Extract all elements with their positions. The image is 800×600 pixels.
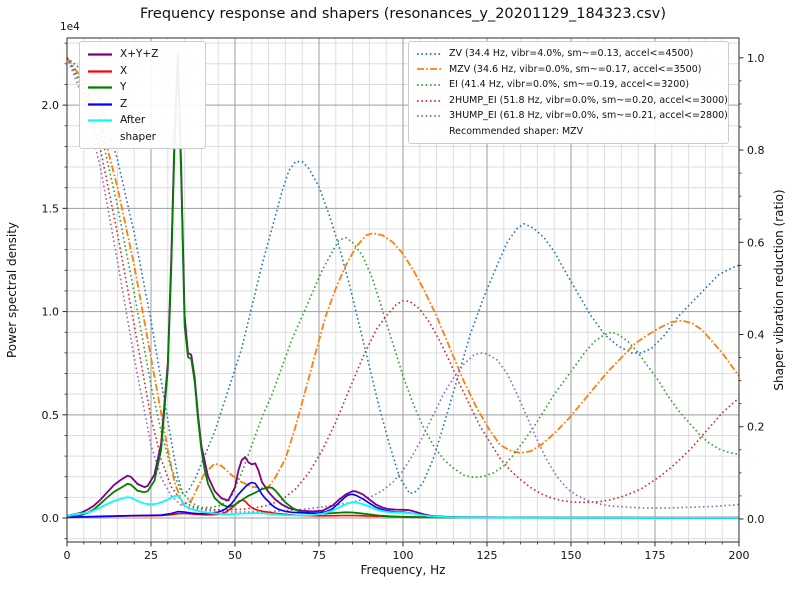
tick-label: 2.0 — [42, 99, 60, 112]
legend-item-label: Z — [120, 97, 128, 110]
legend-item-label: 2HUMP_EI (51.8 Hz, vibr=0.0%, sm~=0.20, … — [449, 94, 728, 106]
legend-swatch-2hump_ei — [417, 99, 442, 102]
curve-shaper-3hump-ei — [66, 57, 740, 513]
curve-shaper-ei — [66, 57, 740, 509]
curve-psd-y — [66, 56, 739, 519]
tick-label: 75 — [312, 549, 326, 562]
legend-item: Z — [86, 96, 198, 113]
tick-label: 1.0 — [42, 306, 60, 319]
legend-item: X — [86, 63, 198, 80]
tick-label: 0.5 — [42, 409, 60, 422]
legend-item: 2HUMP_EI (51.8 Hz, vibr=0.0%, sm~=0.20, … — [415, 93, 728, 109]
tick-label: 0.0 — [747, 513, 765, 526]
curve-shaper-zv — [66, 57, 740, 495]
curve-psd-xyz — [66, 52, 739, 519]
legend-item-label: EI (41.4 Hz, vibr=0.0%, sm~=0.19, accel<… — [449, 79, 690, 91]
y-right-axis-label: Shaper vibration reduction (ratio) — [772, 189, 786, 390]
shaper-curves — [66, 57, 740, 513]
legend-swatch-mzv — [417, 68, 442, 71]
x-axis-label: Frequency, Hz — [360, 563, 446, 577]
chart-title: Frequency response and shapers (resonanc… — [140, 6, 666, 22]
tick-label: 150 — [561, 549, 582, 562]
y-left-axis-label: Power spectral density — [5, 222, 19, 358]
legend-swatch-after — [88, 119, 112, 122]
tick-label: 25 — [144, 549, 158, 562]
legend-recommended-shaper: Recommended shaper: MZV — [449, 125, 584, 137]
tick-label: 100 — [393, 549, 414, 562]
legend-swatch-ei — [417, 84, 442, 86]
tick-label: 125 — [477, 549, 498, 562]
tick-label: 0.0 — [42, 512, 60, 525]
legend-swatch-y — [88, 86, 112, 89]
curve-shaper-mzv — [66, 57, 740, 506]
legend-swatch-3hump_ei — [417, 115, 442, 118]
y-left-offset-label: 1e4 — [60, 21, 80, 33]
legend-item-label: After shaper — [120, 114, 157, 143]
tick-label: 0.8 — [747, 144, 765, 157]
legend-item-label: MZV (34.6 Hz, vibr=0.0%, sm~=0.17, accel… — [449, 63, 702, 75]
legend-item-label: X+Y+Z — [120, 48, 159, 60]
tick-label: 1.5 — [42, 202, 60, 215]
tick-label: 175 — [645, 549, 666, 562]
tick-label: 1.0 — [747, 52, 765, 65]
legend-item: After shaper — [86, 112, 198, 145]
tick-label: 0.6 — [747, 236, 765, 249]
legend-item-label: Y — [120, 81, 127, 93]
legend-psd: X+Y+Z X Y Z After shaper — [79, 41, 206, 149]
curve-shaper-2hump-ei — [66, 57, 740, 511]
legend-swatch-x — [88, 69, 112, 73]
psd-curves — [66, 52, 739, 519]
legend-swatch-x+y+z — [88, 53, 112, 56]
legend-shapers: ZV (34.4 Hz, vibr=4.0%, sm~=0.13, accel<… — [408, 41, 729, 144]
legend-item-label: ZV (34.4 Hz, vibr=4.0%, sm~=0.13, accel<… — [449, 48, 694, 59]
tick-label: 0.2 — [747, 421, 765, 434]
legend-item-label: X — [120, 64, 128, 77]
ticks: 0 25 50 75 100 125 150 175 200 0.0 0.5 1.0 1.5 2.0 0.0… — [42, 42, 765, 562]
tick-label: 200 — [729, 549, 750, 562]
legend-item: MZV (34.6 Hz, vibr=0.0%, sm~=0.17, accel… — [415, 62, 721, 78]
legend-item-label: 3HUMP_EI (61.8 Hz, vibr=0.0%, sm~=0.21, … — [449, 110, 728, 122]
legend-item: ZV (34.4 Hz, vibr=4.0%, sm~=0.13, accel<… — [415, 46, 721, 62]
tick-label: 0 — [64, 549, 71, 562]
legend-swatch-z — [88, 102, 112, 106]
tick-label: 50 — [228, 549, 242, 562]
legend-swatch-zv — [417, 52, 442, 55]
curve-psd-after-shaper — [66, 494, 739, 519]
legend-item: EI (41.4 Hz, vibr=0.0%, sm~=0.19, accel<… — [415, 77, 721, 93]
legend-item: X+Y+Z — [86, 46, 198, 63]
tick-label: 0.4 — [747, 328, 765, 341]
legend-item: 3HUMP_EI (61.8 Hz, vibr=0.0%, sm~=0.21, … — [415, 108, 728, 124]
legend-item: Y — [86, 79, 198, 96]
